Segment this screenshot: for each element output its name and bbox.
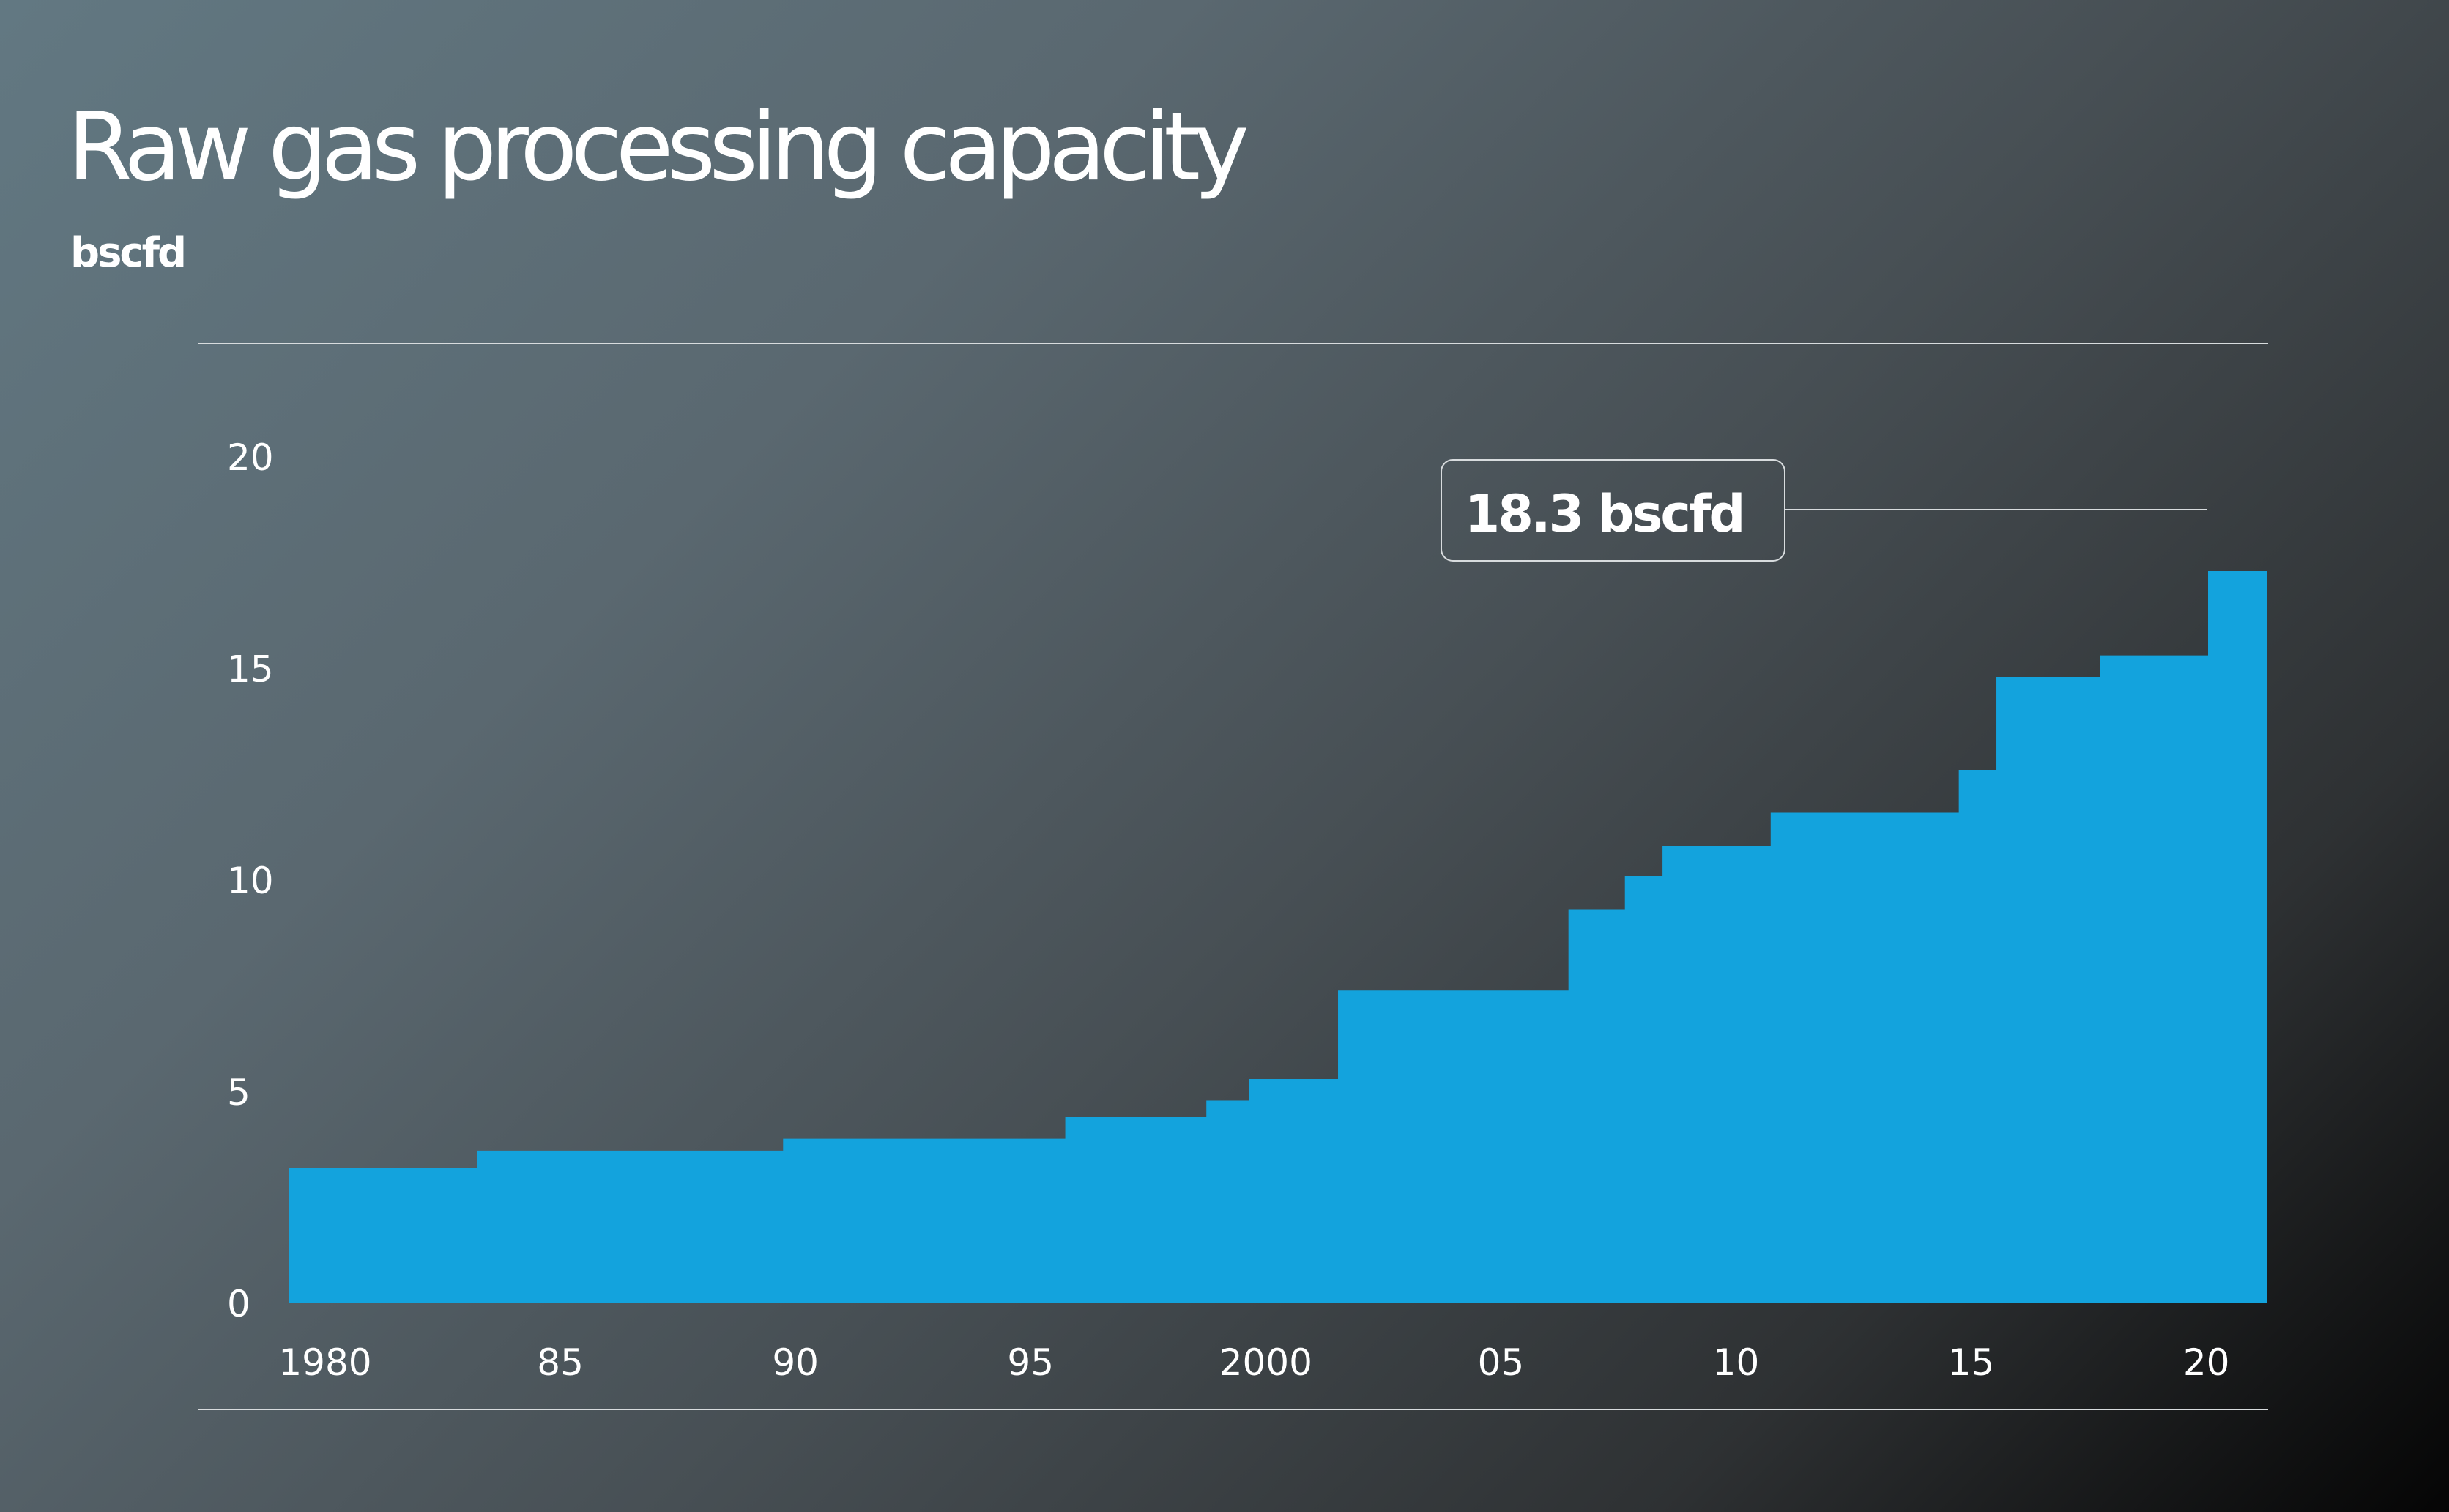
x-tick-label-1980: 1980	[278, 1341, 371, 1384]
y-axis-ticks: 0 5 10 15 20	[227, 436, 274, 1325]
y-tick-label-15: 15	[227, 648, 274, 690]
x-tick-label-20: 20	[2183, 1341, 2230, 1384]
value-callout: 18.3 bscfd	[1441, 459, 2207, 562]
chart-title: Raw gas processing capacity	[67, 93, 1249, 202]
x-tick-label-95: 95	[1007, 1341, 1054, 1384]
x-axis-ticks: 1980 85 90 95 2000 05 10 15 20	[278, 1341, 2229, 1384]
y-tick-label-20: 20	[227, 436, 274, 479]
x-tick-label-05: 05	[1478, 1341, 1525, 1384]
x-tick-label-10: 10	[1713, 1341, 1760, 1384]
chart-unit-label: bscfd	[70, 229, 187, 277]
callout-label: 18.3 bscfd	[1465, 484, 1744, 544]
x-tick-label-15: 15	[1948, 1341, 1995, 1384]
series-area	[289, 571, 2267, 1303]
x-tick-label-90: 90	[772, 1341, 819, 1384]
y-tick-label-5: 5	[227, 1071, 250, 1114]
x-tick-label-2000: 2000	[1219, 1341, 1312, 1384]
y-tick-label-10: 10	[227, 860, 274, 902]
x-tick-label-85: 85	[537, 1341, 584, 1384]
series-area-path	[289, 571, 2267, 1303]
y-tick-label-0: 0	[227, 1283, 250, 1325]
callout-box	[1441, 459, 1785, 562]
